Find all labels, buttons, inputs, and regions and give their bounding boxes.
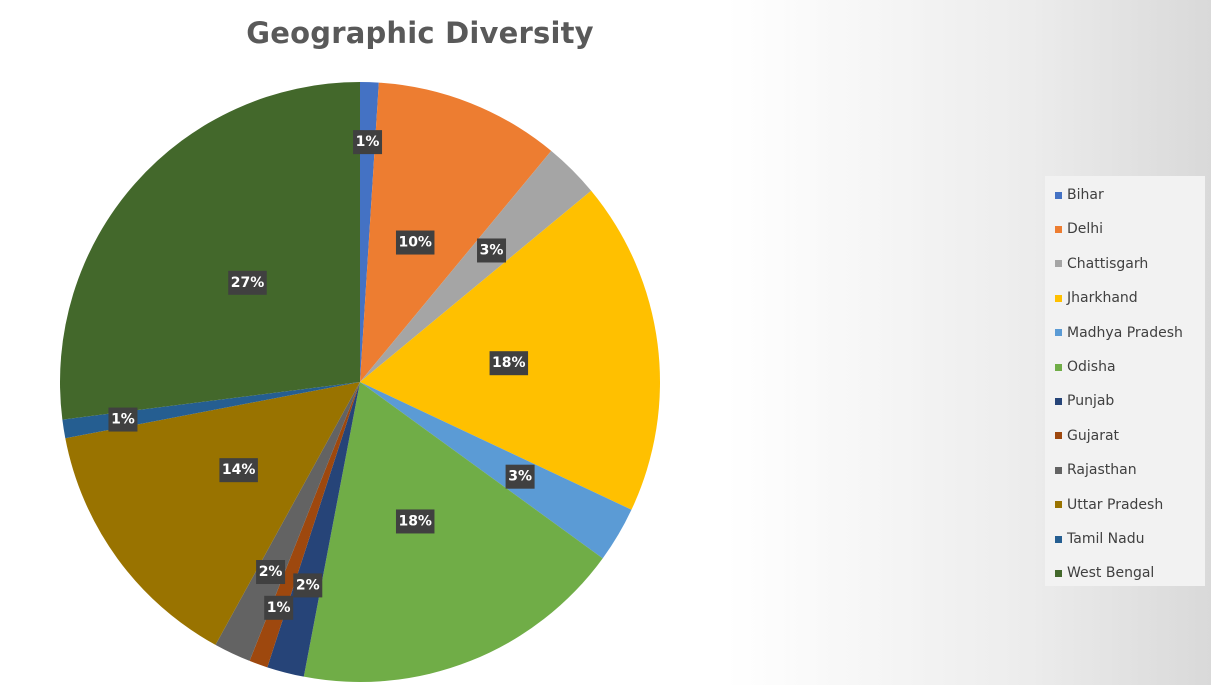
legend-swatch [1055, 363, 1062, 371]
data-label-jharkhand: 18% [489, 351, 529, 376]
data-label-rajasthan: 2% [256, 560, 286, 585]
svg-text:2%: 2% [296, 577, 320, 593]
legend-label: West Bengal [1067, 565, 1155, 582]
data-label-delhi: 10% [395, 230, 435, 255]
data-label-gujarat: 1% [264, 595, 294, 620]
chart-legend: Bihar Delhi Chattisgarh Jharkhand Madhya Pra… [1045, 176, 1205, 586]
pie-slice-odisha [303, 382, 603, 682]
legend-item-rajasthan: Rajasthan [1055, 460, 1137, 480]
svg-text:3%: 3% [480, 242, 504, 258]
legend-item-punjab: Punjab [1055, 391, 1114, 411]
legend-swatch [1055, 260, 1062, 268]
legend-item-west-bengal: West Bengal [1055, 563, 1154, 583]
svg-text:27%: 27% [231, 275, 265, 291]
data-label-tamil-nadu: 1% [108, 407, 138, 432]
svg-text:1%: 1% [111, 412, 135, 428]
legend-swatch [1055, 569, 1062, 577]
legend-label: Odisha [1067, 359, 1116, 375]
pie-slice-jharkhand [360, 190, 660, 510]
legend-item-tamil-nadu: Tamil Nadu [1055, 529, 1145, 549]
pie-slice-uttar-pradesh [65, 382, 360, 645]
legend-item-uttar-pradesh: Uttar Pradesh [1055, 495, 1163, 515]
legend-item-jharkhand: Jharkhand [1055, 288, 1138, 308]
legend-label: Rajasthan [1067, 462, 1137, 479]
legend-swatch [1055, 294, 1062, 302]
svg-text:1%: 1% [356, 134, 380, 150]
legend-label: Delhi [1067, 221, 1104, 238]
pie-data-labels: 1% 10% 3% 18% 3% 18% 2% 1% 2% 14% 1% 27% [108, 130, 535, 620]
svg-text:18%: 18% [492, 355, 526, 371]
data-label-bihar: 1% [353, 130, 383, 155]
pie-slice-rajasthan [215, 382, 360, 661]
legend-swatch [1055, 191, 1062, 199]
legend-item-delhi: Delhi [1055, 219, 1103, 239]
pie-slice-west-bengal [59, 82, 360, 420]
legend-label: Gujarat [1067, 427, 1120, 444]
legend-swatch [1055, 535, 1062, 543]
svg-text:18%: 18% [398, 513, 432, 529]
pie-slices [59, 82, 660, 682]
data-label-west-bengal: 27% [228, 270, 267, 295]
pie-slice-chattisgarh [360, 150, 592, 382]
legend-swatch [1055, 225, 1062, 233]
data-label-madhya-pradesh: 3% [505, 464, 535, 489]
legend-swatch [1055, 501, 1062, 509]
svg-text:1%: 1% [267, 600, 291, 616]
legend-label: Bihar [1067, 187, 1104, 203]
svg-text:2%: 2% [259, 564, 283, 580]
legend-item-odisha: Odisha [1055, 357, 1116, 377]
legend-item-bihar: Bihar [1055, 185, 1104, 205]
legend-label: Madhya Pradesh [1067, 324, 1183, 341]
legend-label: Chattisgarh [1067, 255, 1149, 272]
pie-slice-madhya-pradesh [360, 382, 632, 559]
legend-item-gujarat: Gujarat [1055, 426, 1119, 446]
legend-swatch [1055, 397, 1062, 405]
legend-swatch [1055, 432, 1062, 440]
data-label-chattisgarh: 3% [477, 238, 507, 263]
pie-slice-bihar [360, 82, 379, 382]
data-label-punjab: 2% [293, 573, 323, 598]
svg-text:3%: 3% [508, 469, 532, 485]
data-label-odisha: 18% [395, 509, 435, 534]
pie-slice-delhi [360, 82, 552, 382]
legend-swatch [1055, 329, 1062, 337]
legend-item-madhya-pradesh: Madhya Pradesh [1055, 323, 1183, 343]
chart-title: Geographic Diversity [246, 16, 594, 50]
svg-text:10%: 10% [398, 235, 432, 251]
legend-item-chattisgarh: Chattisgarh [1055, 254, 1148, 274]
legend-label: Jharkhand [1067, 290, 1138, 307]
legend-label: Punjab [1067, 393, 1115, 410]
data-label-uttar-pradesh: 14% [219, 458, 258, 483]
legend-swatch [1055, 466, 1062, 474]
legend-label: Uttar Pradesh [1067, 496, 1164, 513]
svg-text:14%: 14% [222, 462, 256, 478]
legend-label: Tamil Nadu [1067, 531, 1145, 547]
